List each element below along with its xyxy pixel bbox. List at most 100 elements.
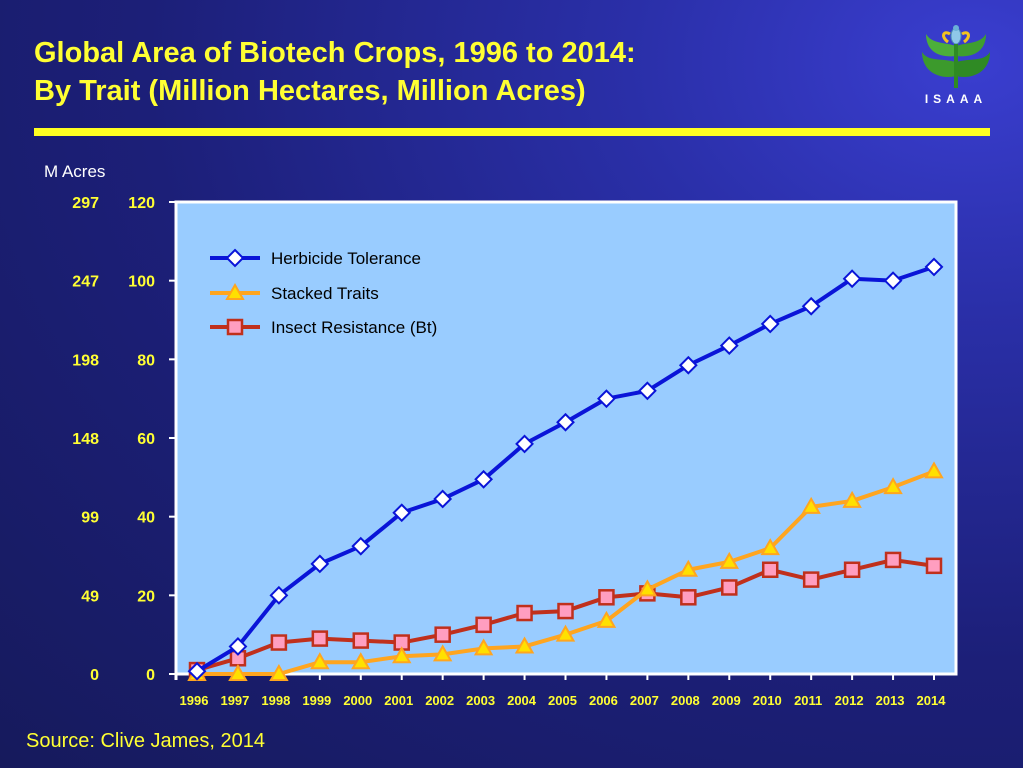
chart-title-line1: Global Area of Biotech Crops, 1996 to 20…: [34, 37, 636, 69]
source-note: Source: Clive James, 2014: [26, 730, 266, 752]
data-point-insect-resistance-bt: [884, 551, 902, 569]
data-point-stacked-traits: [842, 490, 862, 508]
data-point-herbicide-tolerance: [678, 355, 698, 375]
y-tick-label-acres: 49: [81, 588, 99, 605]
y-tick-label-hectares: 100: [128, 274, 155, 291]
data-point-stacked-traits: [391, 646, 412, 664]
series-stacked-traits: [187, 461, 944, 681]
x-tick-label: 2009: [712, 693, 741, 708]
data-point-insect-resistance-bt: [802, 571, 820, 588]
chart-title-line2: By Trait (Million Hectares, Million Acre…: [34, 75, 586, 107]
x-tick-label: 2011: [794, 693, 822, 708]
x-tick-label: 2000: [343, 693, 372, 708]
data-point-stacked-traits: [351, 652, 371, 670]
data-point-herbicide-tolerance: [351, 536, 371, 556]
data-point-insect-resistance-bt: [557, 602, 574, 620]
title-divider: [34, 128, 990, 136]
series-insect-resistance-bt: [188, 551, 943, 679]
data-point-insect-resistance-bt: [721, 579, 738, 596]
data-point-herbicide-tolerance: [637, 381, 657, 401]
data-point-herbicide-tolerance: [187, 661, 207, 681]
data-point-stacked-traits: [596, 610, 617, 628]
legend-marker-insect-resistance-bt: [226, 318, 244, 336]
legend-label-herbicide-tolerance: Herbicide Tolerance: [271, 249, 421, 268]
data-point-herbicide-tolerance: [228, 637, 248, 656]
data-point-insect-resistance-bt: [680, 589, 697, 606]
y-tick-label-acres: 247: [72, 274, 99, 291]
y-tick-label-hectares: 80: [137, 352, 155, 369]
data-point-insect-resistance-bt: [475, 616, 492, 634]
y-tick-label-hectares: 20: [137, 588, 155, 605]
y-tick-label-acres: 0: [90, 667, 99, 684]
y-tick-label-hectares: 40: [137, 510, 155, 527]
y-tick-label-hectares: 120: [128, 195, 155, 212]
series-herbicide-tolerance: [187, 257, 944, 681]
legend-marker-stacked-traits: [225, 282, 245, 300]
data-point-insect-resistance-bt: [761, 561, 779, 579]
data-point-insect-resistance-bt: [311, 630, 329, 647]
isaaa-logo-icon: [922, 25, 990, 88]
y-tick-label-acres: 198: [72, 352, 99, 369]
x-tick-label: 2014: [917, 693, 947, 708]
data-point-herbicide-tolerance: [719, 336, 739, 355]
data-point-stacked-traits: [719, 551, 740, 569]
y-tick-label-acres: 297: [72, 195, 99, 212]
data-point-stacked-traits: [678, 559, 699, 577]
x-tick-label: 1996: [180, 693, 209, 708]
data-point-stacked-traits: [760, 538, 780, 556]
chart-title: Global Area of Biotech Crops, 1996 to 20…: [34, 34, 636, 110]
y-tick-label-acres: 148: [72, 431, 99, 448]
data-point-herbicide-tolerance: [760, 314, 780, 334]
data-point-herbicide-tolerance: [801, 296, 821, 316]
x-tick-label: 2010: [753, 693, 782, 708]
x-tick-label: 1998: [261, 693, 290, 708]
x-tick-label: 2005: [548, 693, 577, 708]
legend-label-stacked-traits: Stacked Traits: [271, 284, 379, 303]
data-point-stacked-traits: [883, 477, 903, 495]
data-point-herbicide-tolerance: [310, 554, 330, 574]
acres-axis-label: M Acres: [44, 162, 105, 181]
x-tick-label: 2008: [671, 693, 700, 708]
y-tick-label-acres: 99: [81, 510, 99, 527]
data-point-stacked-traits: [432, 644, 453, 662]
x-tick-label: 2001: [384, 693, 413, 708]
x-tick-label: 2013: [876, 693, 905, 708]
x-tick-label: 1997: [220, 693, 249, 708]
data-point-stacked-traits: [228, 663, 248, 681]
data-point-herbicide-tolerance: [515, 434, 534, 454]
data-point-herbicide-tolerance: [842, 269, 862, 289]
data-point-herbicide-tolerance: [433, 489, 453, 509]
x-tick-label: 2006: [589, 693, 618, 708]
data-point-insect-resistance-bt: [925, 557, 943, 575]
data-point-herbicide-tolerance: [556, 412, 575, 432]
data-point-stacked-traits: [269, 663, 289, 681]
legend: Herbicide Tolerance Stacked Traits Insect …: [210, 248, 437, 337]
x-tick-label: 2002: [425, 693, 454, 708]
data-point-stacked-traits: [514, 636, 535, 654]
data-point-insect-resistance-bt: [598, 589, 615, 606]
y-tick-label-hectares: 60: [137, 431, 155, 448]
logo-text: ISAAA: [924, 92, 988, 106]
data-point-stacked-traits: [637, 579, 658, 597]
x-tick-label: 2012: [835, 693, 864, 708]
data-point-insect-resistance-bt: [270, 634, 288, 651]
data-point-stacked-traits: [473, 638, 494, 656]
data-point-insect-resistance-bt: [516, 604, 533, 622]
data-point-insect-resistance-bt: [434, 626, 451, 643]
legend-marker-herbicide-tolerance: [225, 248, 245, 268]
data-point-stacked-traits: [555, 624, 576, 642]
data-point-herbicide-tolerance: [474, 469, 494, 489]
data-point-insect-resistance-bt: [843, 561, 861, 579]
legend-label-insect-resistance-bt: Insect Resistance (Bt): [271, 318, 437, 337]
data-point-stacked-traits: [924, 461, 944, 479]
y-tick-label-hectares: 0: [146, 667, 155, 684]
x-tick-label: 2004: [507, 693, 537, 708]
data-point-herbicide-tolerance: [597, 389, 616, 409]
data-point-stacked-traits: [801, 496, 821, 514]
data-point-herbicide-tolerance: [392, 503, 412, 523]
x-tick-label: 1999: [302, 693, 331, 708]
data-point-insect-resistance-bt: [352, 632, 370, 649]
data-point-herbicide-tolerance: [883, 271, 903, 291]
data-point-stacked-traits: [310, 652, 330, 670]
